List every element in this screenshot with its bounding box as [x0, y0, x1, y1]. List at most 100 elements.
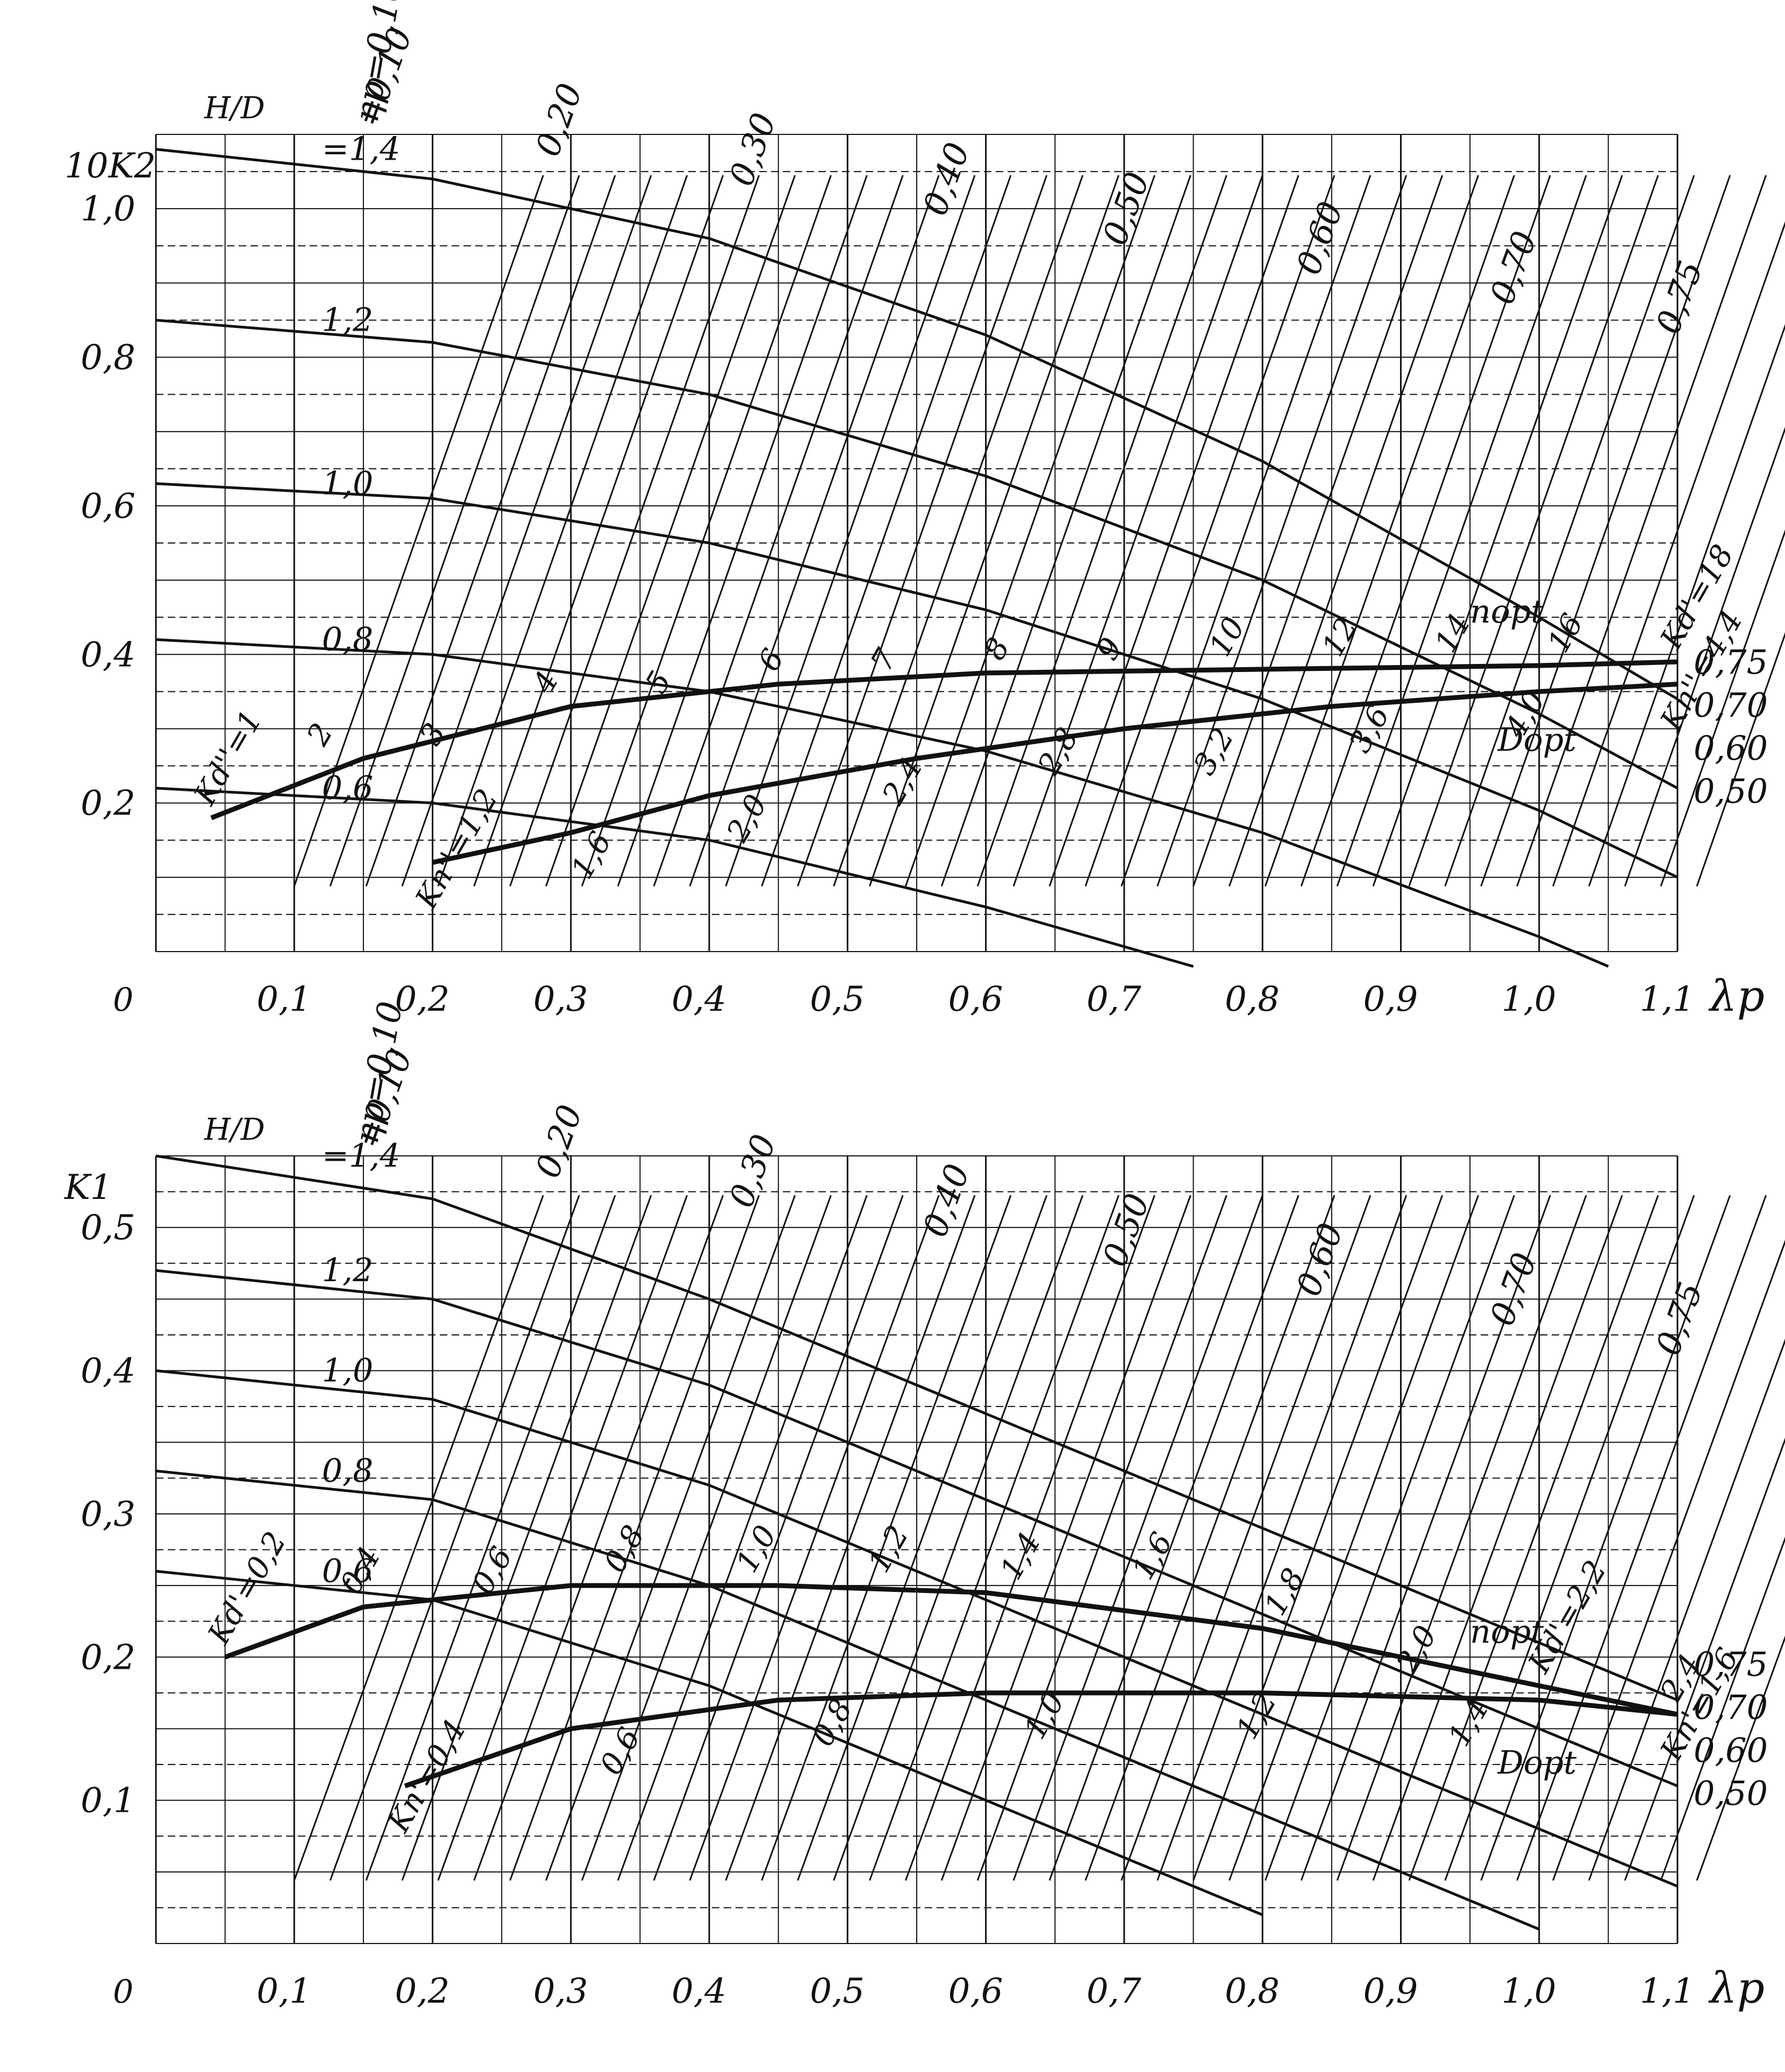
eta-label: 0,60: [1289, 1218, 1351, 1301]
eta-hatch-line: [653, 175, 904, 887]
x-tick-label: 0,6: [948, 1971, 1003, 2011]
eta-hatch-line: [1336, 1195, 1587, 1881]
hd-curve: [155, 1269, 1678, 1788]
x-tick-label: 0,4: [672, 980, 726, 1019]
x-tick-label: 0,6: [948, 980, 1003, 1019]
eta-hatch-line: [905, 175, 1155, 887]
eta-hatch-line: [581, 175, 832, 887]
eta-hatch-line: [1012, 175, 1263, 887]
eta-hatch-line: [473, 1195, 724, 1881]
eta-hatch-line: [940, 1195, 1191, 1881]
x-tick-label: 0,2: [395, 980, 450, 1019]
hd-curve: [155, 1154, 1678, 1702]
eta-hatch-line: [1408, 1195, 1659, 1881]
kd-label: 1,4: [994, 1527, 1048, 1586]
eta-hatch-line: [401, 175, 652, 887]
eta-label: 0,40: [915, 137, 977, 220]
eta-hatch-line: [401, 1195, 652, 1881]
eta-hatch-line: [1084, 175, 1336, 887]
right-eff-label: 0,75: [1694, 1645, 1768, 1684]
eta-hatch-line: [1264, 1195, 1515, 1881]
y-tick-label: 0,3: [81, 1495, 135, 1534]
kn-label: 1,6: [565, 826, 619, 885]
y-tick-label: 0,8: [81, 338, 135, 378]
eta-hatch-line: [1193, 175, 1444, 887]
eta-hatch-line: [1696, 1635, 1785, 1881]
eta-hatch-line: [1480, 175, 1731, 887]
eta-hatch-line: [976, 1195, 1227, 1881]
x-tick-label: 0,9: [1363, 980, 1418, 1019]
hd-curve: [155, 319, 1679, 790]
eta-hatch-line: [617, 175, 868, 887]
eta-hatch-line: [1229, 175, 1479, 887]
kd-label: 8: [977, 632, 1017, 666]
y-axis-label: 10K2: [65, 146, 156, 186]
x-tick-label: 0,7: [1087, 1971, 1141, 2011]
right-eff-label: 0,70: [1694, 685, 1768, 725]
right-eff-label: 0,60: [1694, 1731, 1768, 1770]
eta-hatch-line: [797, 175, 1048, 887]
eta-hatch-line: [1084, 1195, 1336, 1881]
hd-curve: [155, 1369, 1678, 1888]
x-tick-label: 1,0: [1502, 980, 1556, 1019]
eta-hatch-line: [689, 175, 940, 887]
x-tick-label: 0,7: [1087, 980, 1141, 1019]
hd-curve-label: 0,6: [322, 769, 373, 807]
n-opt-label: nopt: [1470, 593, 1544, 631]
eta-hatch-line: [473, 175, 724, 887]
bottom-chart-k1: 0 0,1 0,2 0,3 0,4 0,5 0,6 0,7 0,8 0,9 1,0 1,1 0,1 0,2…: [64, 998, 1785, 2013]
eta-hatch-line: [1336, 175, 1587, 887]
eta-hatch-line: [1048, 175, 1300, 887]
kd-label: Kd''=1: [187, 704, 269, 811]
eta-hatch-line: [761, 175, 1012, 887]
x-tick-label: 0,3: [533, 1971, 588, 2011]
eta-hatch-line: [1372, 1195, 1623, 1881]
eta-hatch-line: [1048, 1195, 1300, 1881]
eta-hatch-line: [329, 175, 580, 887]
d-opt-label: Dopt: [1497, 721, 1577, 759]
hd-curve-label: 0,6: [322, 1552, 373, 1590]
eta-hatch-line: [1696, 632, 1785, 887]
x-tick-label: 0,4: [672, 1971, 726, 2011]
kd-label: 1,0: [730, 1519, 784, 1578]
eta-hatch-line: [365, 1195, 616, 1881]
x-tick-label: 0,8: [1225, 1971, 1280, 2011]
eta-hatch-line: [1012, 1195, 1263, 1881]
eta-label: 0,20: [528, 1099, 590, 1183]
eta-label: 0,30: [722, 108, 784, 191]
kd-label: 1,8: [1258, 1562, 1312, 1621]
x-tick-label: 0,2: [395, 1971, 450, 2011]
kd-label: Kd'=0,2: [201, 1526, 293, 1651]
right-eff-label: 0,60: [1694, 728, 1768, 768]
hd-curve-label: 0,8: [322, 1452, 373, 1490]
x-tick-label: 0,9: [1363, 1971, 1418, 2011]
hd-curve: [155, 787, 1194, 968]
right-eff-label: 0,50: [1694, 771, 1768, 811]
y-axis-label: K1: [64, 1168, 112, 1208]
eta-hatch-line: [761, 1195, 1012, 1881]
x-tick-label: 1,1: [1640, 980, 1695, 1019]
right-eff-label: 0,75: [1694, 642, 1768, 682]
eta-hatch-line: [653, 1195, 904, 1881]
eta-label: 0,20: [528, 78, 590, 161]
y-tick-label: 0,4: [81, 1352, 135, 1391]
eta-hatch-line: [869, 1195, 1120, 1881]
kn-label: 2,0: [720, 789, 774, 848]
eta-label: 0,50: [1095, 1188, 1157, 1271]
eta-hatch-line: [1660, 529, 1785, 887]
eta-hatch-line: [1300, 1195, 1551, 1881]
hd-curve-label: 1,2: [322, 1252, 373, 1289]
eta-hatch-line: [976, 175, 1227, 887]
eta-hatch-line: [1120, 1195, 1372, 1881]
hd-curve-label: =1,4: [322, 1137, 401, 1175]
origin-label: 0: [113, 981, 133, 1019]
eta-hatch-line: [509, 175, 760, 887]
eta-label: 0,75: [1648, 255, 1710, 339]
y-tick-label: 0,4: [81, 635, 135, 675]
eta-hatch-line: [797, 1195, 1048, 1881]
eta-hatch-line: [365, 175, 616, 887]
hd-title: H/D: [204, 91, 265, 126]
eta-hatch-line: [545, 175, 796, 887]
eta-hatch-line: [1588, 1338, 1785, 1881]
